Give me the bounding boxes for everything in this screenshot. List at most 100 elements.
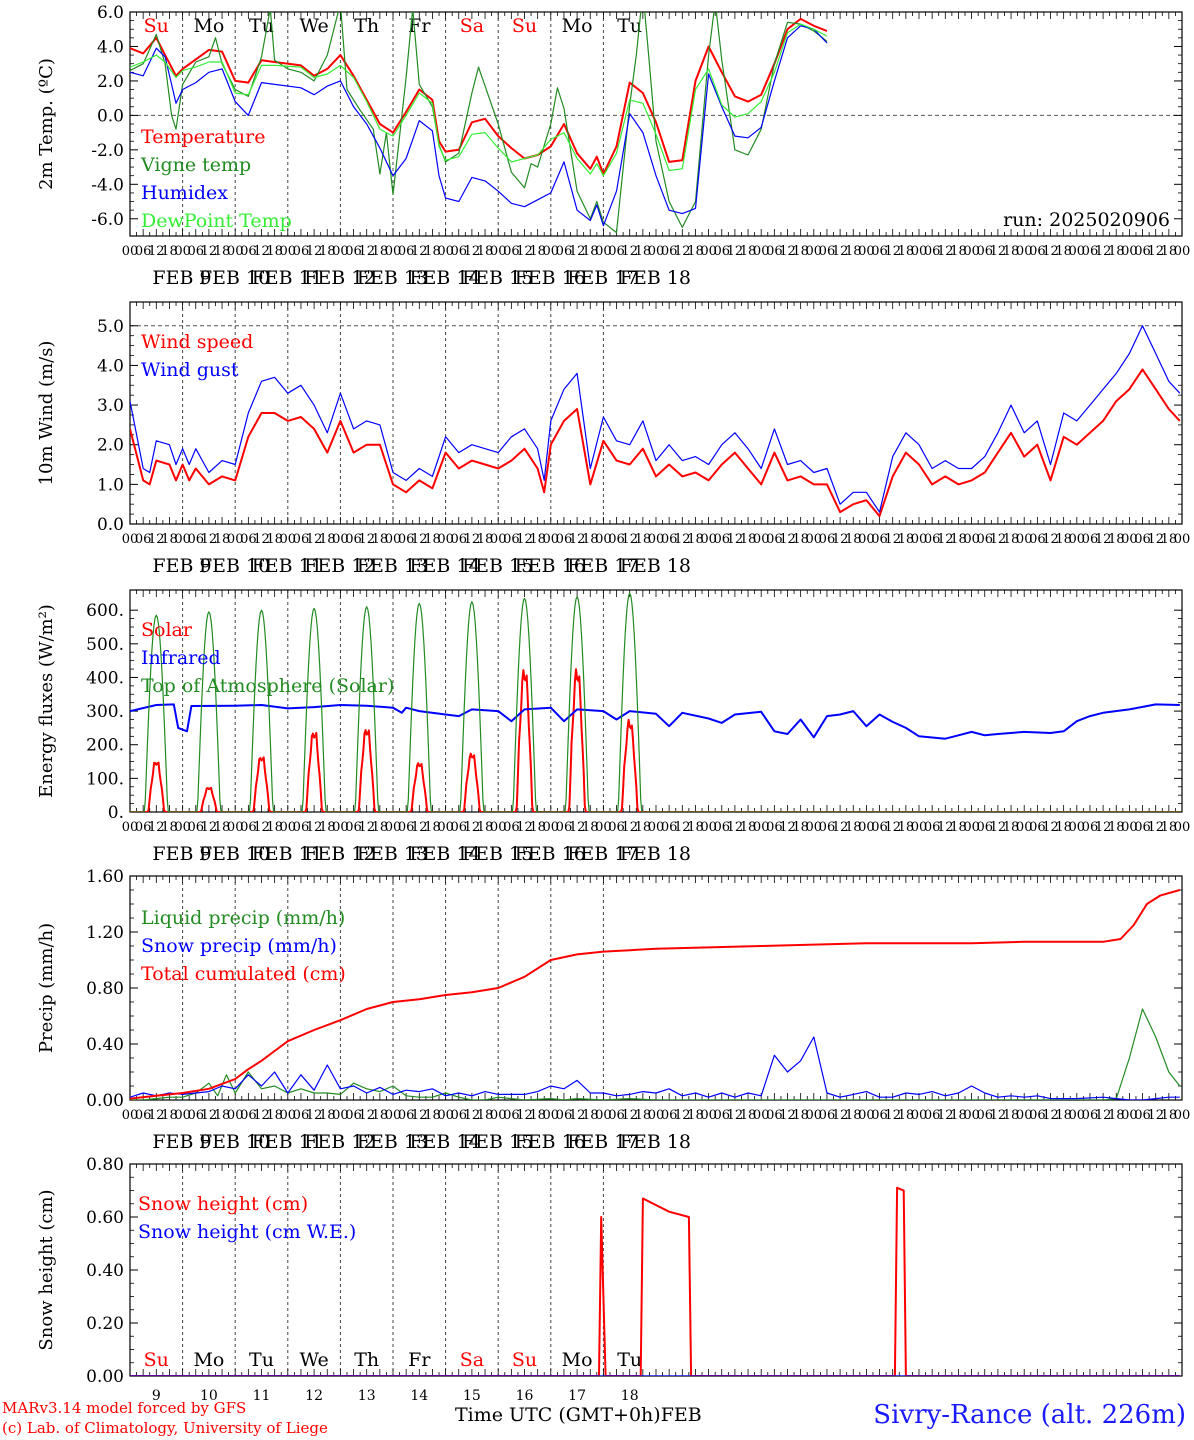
x-hour-label: 00: [490, 1108, 507, 1123]
x-hour-label: 06: [976, 244, 993, 259]
x-hour-label: 18: [266, 532, 283, 547]
legend-entry: Top of Atmosphere (Solar): [141, 675, 394, 697]
x-hour-label: 18: [792, 532, 809, 547]
x-hour-label: 06: [187, 1108, 204, 1123]
x-day-label: FEB 16: [515, 1131, 586, 1153]
x-hour-label: 12: [674, 532, 691, 547]
x-day-label: FEB 12: [304, 843, 375, 865]
x-hour-label: 12: [727, 532, 744, 547]
x-hour-label: 06: [1082, 532, 1099, 547]
day-number: 10: [200, 1388, 218, 1404]
x-hour-label: 00: [122, 820, 139, 835]
x-hour-label: 00: [858, 244, 875, 259]
x-hour-label: 12: [569, 244, 586, 259]
x-hour-label: 18: [372, 532, 389, 547]
x-day-label: FEB 10: [199, 555, 270, 577]
day-number: 15: [463, 1388, 481, 1404]
x-hour-label: 18: [898, 532, 915, 547]
x-hour-label: 06: [608, 244, 625, 259]
x-hour-label: 00: [332, 244, 349, 259]
series-line-wind-gust: [130, 325, 1181, 513]
x-hour-label: 18: [687, 244, 704, 259]
x-hour-label: 18: [898, 820, 915, 835]
x-hour-label: 00: [806, 532, 823, 547]
x-hour-label: 00: [700, 820, 717, 835]
x-hour-label: 00: [595, 532, 612, 547]
x-day-label: FEB 18: [620, 1131, 691, 1153]
x-hour-label: 06: [608, 532, 625, 547]
legend-entry: Solar: [141, 619, 193, 641]
x-hour-label: 00: [1016, 1108, 1033, 1123]
x-hour-label: 06: [135, 820, 152, 835]
x-hour-label: 12: [621, 532, 638, 547]
x-hour-label: 00: [963, 532, 980, 547]
legend-entry: DewPoint Temp: [141, 210, 292, 232]
x-hour-label: 18: [161, 1108, 178, 1123]
y-tick-label: 4.0: [97, 37, 124, 57]
x-day-label: FEB 18: [620, 267, 691, 289]
x-hour-label: 00: [280, 532, 297, 547]
x-hour-label: 06: [976, 1108, 993, 1123]
legend-entry: Snow height (cm W.E.): [138, 1221, 356, 1243]
x-day-label: FEB 12: [304, 555, 375, 577]
x-hour-label: 12: [306, 1108, 323, 1123]
x-hour-label: 06: [713, 820, 730, 835]
y-tick-label: -4.0: [91, 175, 124, 195]
x-hour-label: 12: [464, 532, 481, 547]
x-hour-label: 06: [661, 532, 678, 547]
x-day-label: FEB 14: [409, 267, 480, 289]
y-tick-label: 300.: [86, 702, 124, 722]
x-hour-label: 18: [740, 820, 757, 835]
legend-entry: Liquid precip (mm/h): [141, 907, 345, 929]
y-axis-label: Snow height (cm): [36, 1189, 57, 1350]
series-line-infrared: [130, 703, 1180, 740]
x-hour-label: 00: [490, 244, 507, 259]
x-hour-label: 12: [148, 244, 165, 259]
x-hour-label: 18: [1161, 532, 1178, 547]
weekday-label: Su: [512, 15, 537, 37]
x-day-label: FEB 13: [357, 1131, 428, 1153]
x-hour-label: 18: [266, 1108, 283, 1123]
weekday-label: Sa: [460, 1349, 484, 1371]
x-hour-label: 06: [661, 820, 678, 835]
x-hour-label: 18: [424, 244, 441, 259]
weekday-label: We: [299, 15, 328, 37]
x-hour-label: 00: [227, 1108, 244, 1123]
x-hour-label: 12: [1095, 244, 1112, 259]
x-hour-label: 06: [450, 244, 467, 259]
series-line-dewpoint-temp: [130, 23, 828, 177]
x-hour-label: 00: [227, 532, 244, 547]
x-hour-label: 00: [1174, 532, 1191, 547]
day-number: 11: [253, 1388, 271, 1404]
x-day-label: FEB 10: [199, 267, 270, 289]
x-hour-label: 18: [319, 1108, 336, 1123]
x-hour-label: 06: [1029, 1108, 1046, 1123]
x-hour-label: 12: [201, 820, 218, 835]
time-axis-month: FEB: [660, 1404, 702, 1426]
y-tick-label: 6.0: [97, 3, 124, 23]
x-day-label: FEB 15: [462, 267, 533, 289]
x-hour-label: 00: [543, 1108, 560, 1123]
x-day-label: FEB 13: [357, 555, 428, 577]
x-hour-label: 12: [201, 1108, 218, 1123]
x-hour-label: 18: [529, 1108, 546, 1123]
x-hour-label: 18: [1161, 820, 1178, 835]
x-hour-label: 00: [1069, 532, 1086, 547]
x-hour-label: 00: [858, 1108, 875, 1123]
x-hour-label: 06: [713, 244, 730, 259]
y-tick-label: 200.: [86, 736, 124, 756]
series-line-snow-height-cm-: [130, 1186, 1180, 1376]
x-day-label: FEB 11: [252, 555, 323, 577]
x-hour-label: 18: [898, 1108, 915, 1123]
y-tick-label: 3.0: [97, 396, 124, 416]
weekday-label: Tu: [249, 15, 274, 37]
x-hour-label: 18: [161, 820, 178, 835]
x-hour-label: 06: [871, 244, 888, 259]
x-hour-label: 12: [201, 532, 218, 547]
x-hour-label: 12: [1042, 820, 1059, 835]
x-hour-label: 18: [1003, 244, 1020, 259]
x-hour-label: 00: [280, 1108, 297, 1123]
weekday-label: Th: [354, 1349, 379, 1371]
x-hour-label: 06: [766, 244, 783, 259]
